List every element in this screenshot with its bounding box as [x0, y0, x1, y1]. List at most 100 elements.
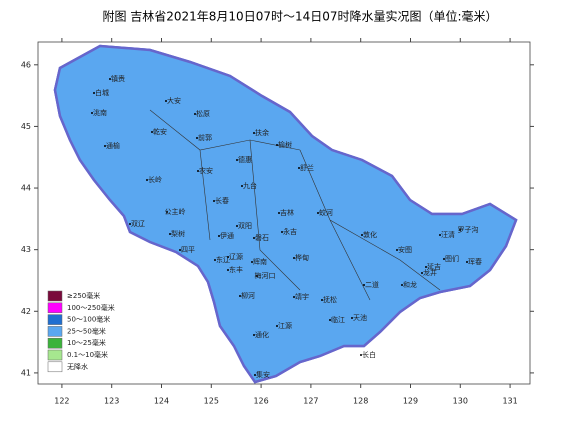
place-label: 九台 — [243, 181, 257, 190]
legend-label: ≥250毫米 — [67, 291, 100, 300]
place-dot — [276, 144, 278, 146]
place-label: 和龙 — [403, 280, 417, 289]
place-label: 长春 — [215, 196, 229, 205]
place-label: 前郭 — [198, 133, 212, 142]
place-dot — [256, 275, 258, 277]
place-label: 永吉 — [283, 227, 297, 236]
place-label: 松原 — [196, 109, 210, 118]
place-dot — [239, 295, 241, 297]
place-label: 安图 — [398, 245, 412, 254]
place-dot — [466, 261, 468, 263]
place-label: 临江 — [331, 315, 345, 324]
place-dot — [129, 223, 131, 225]
y-tick-label: 42 — [21, 307, 31, 316]
place-label: 敦化 — [363, 230, 377, 239]
place-dot — [253, 237, 255, 239]
legend-swatch — [47, 349, 63, 361]
place-dot — [329, 319, 331, 321]
place-dot — [351, 317, 353, 319]
x-tick-label: 124 — [154, 397, 169, 406]
place-label: 乾安 — [153, 127, 167, 136]
province — [53, 44, 518, 384]
place-label: 白城 — [95, 88, 109, 97]
legend-swatch — [47, 302, 63, 314]
place-label: 磐石 — [255, 233, 269, 242]
place-dot — [196, 137, 198, 139]
place-label: 天池 — [353, 313, 367, 322]
legend-swatch — [47, 361, 63, 373]
place-label: 公主岭 — [165, 207, 186, 216]
place-dot — [91, 112, 93, 114]
y-tick-label: 41 — [21, 368, 31, 377]
place-dot — [281, 231, 283, 233]
place-dot — [166, 211, 168, 213]
place-label: 农安 — [199, 166, 213, 175]
place-dot — [298, 167, 300, 169]
place-dot — [293, 296, 295, 298]
place-dot — [361, 234, 363, 236]
place-label: 珲春 — [468, 257, 482, 266]
place-dot — [363, 284, 365, 286]
place-dot — [104, 145, 106, 147]
place-dot — [254, 374, 256, 376]
x-tick-label: 123 — [104, 397, 119, 406]
place-label: 梨树 — [171, 229, 185, 238]
place-label: 辽源 — [229, 252, 243, 261]
y-tick-label: 46 — [21, 60, 31, 69]
place-label: 集安 — [256, 370, 270, 379]
legend-label: 25～50毫米 — [67, 326, 106, 335]
place-label: 通化 — [255, 330, 269, 339]
y-tick-label: 43 — [21, 245, 31, 254]
legend-swatch — [47, 314, 63, 325]
place-dot — [396, 249, 398, 251]
place-label: 吉林 — [280, 208, 294, 217]
legend-label: 100～250毫米 — [67, 303, 115, 312]
place-label: 二道 — [365, 280, 379, 289]
place-dot — [179, 249, 181, 251]
place-dot — [278, 212, 280, 214]
place-label: 东辽 — [216, 255, 230, 264]
x-tick-label: 131 — [502, 397, 517, 406]
place-label: 汪清 — [441, 230, 455, 239]
place-dot — [241, 185, 243, 187]
place-dot — [214, 259, 216, 261]
place-dot — [293, 257, 295, 259]
place-dot — [421, 272, 423, 274]
legend-swatch — [47, 290, 63, 302]
place-dot — [317, 212, 319, 214]
place-dot — [253, 334, 255, 336]
place-label: 东丰 — [229, 265, 243, 274]
x-tick-label: 130 — [453, 397, 468, 406]
place-label: 四平 — [181, 246, 195, 254]
place-label: 抚松 — [323, 295, 337, 304]
place-dot — [276, 325, 278, 327]
place-label: 双辽 — [131, 220, 145, 228]
place-label: 蛟河 — [319, 208, 333, 217]
x-tick-label: 127 — [303, 397, 318, 406]
legend-label: 无降水 — [67, 362, 88, 371]
axis-ticks: 122 123 124 125 126 127 128 129 130 131 41 42 43 44 45… — [21, 38, 534, 406]
legend-swatch — [47, 326, 63, 337]
x-tick-label: 129 — [403, 397, 418, 406]
place-dot — [251, 261, 253, 263]
place-label: 德惠 — [238, 155, 252, 164]
place-label: 大安 — [167, 96, 181, 105]
place-dot — [169, 233, 171, 235]
place-dot — [360, 354, 362, 356]
place-dot — [459, 229, 461, 231]
place-label: 洮南 — [93, 108, 107, 117]
place-dot — [227, 269, 229, 271]
place-dot — [151, 131, 153, 133]
place-label: 延吉 — [427, 262, 441, 271]
place-label: 扶余 — [255, 128, 269, 137]
y-tick-label: 44 — [21, 184, 31, 193]
place-label: 通榆 — [106, 141, 120, 150]
place-label: 榆树 — [278, 140, 292, 149]
x-tick-label: 126 — [253, 397, 268, 406]
map-title: 附图 吉林省2021年8月10日07时～14日07时降水量实况图（单位:毫米） — [102, 9, 497, 24]
place-dot — [218, 235, 220, 237]
place-label: 靖宇 — [295, 292, 309, 301]
place-dot — [439, 234, 441, 236]
place-dot — [194, 113, 196, 115]
